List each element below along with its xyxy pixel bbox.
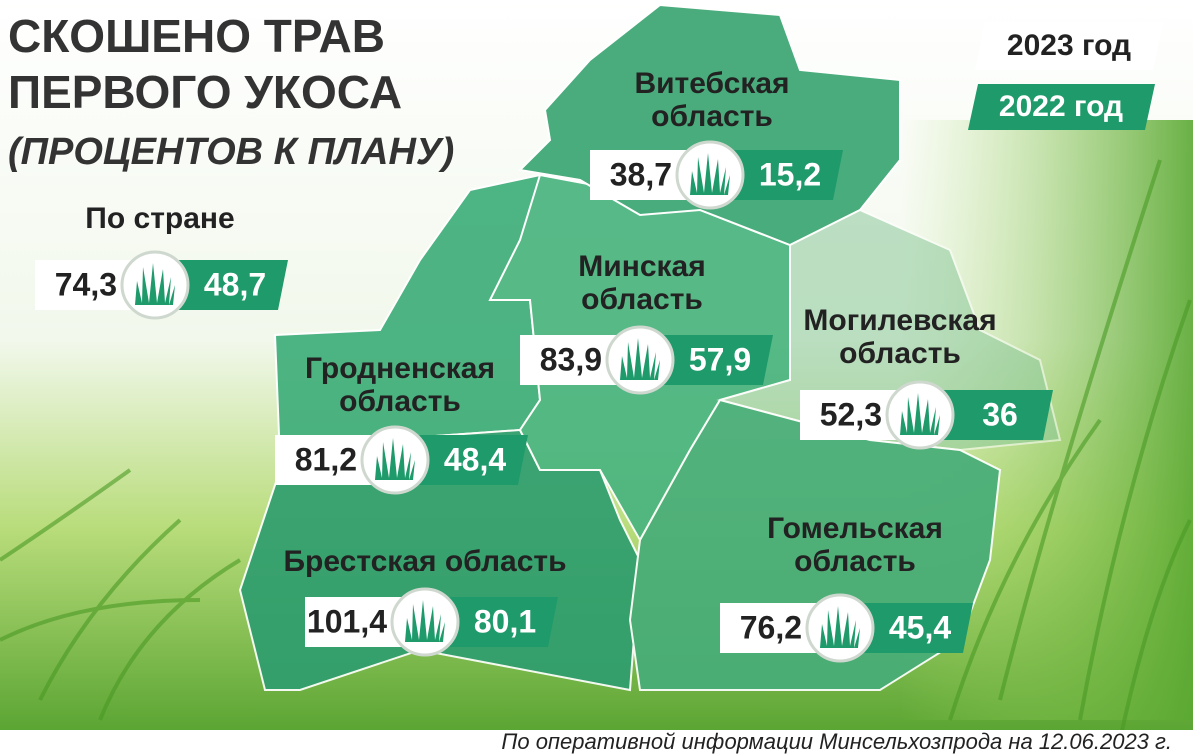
value-2023: 74,3 [55,266,117,302]
value-2022: 36 [982,396,1018,432]
source: По оперативной информации Минсельхозпрод… [501,729,1172,754]
value-2022-box [940,390,1053,440]
subtitle: (ПРОЦЕНТОВ К ПЛАНУ) [8,131,454,173]
region-name: По стране [85,202,234,235]
footer-strip [0,730,1193,756]
value-2023-box [305,597,405,647]
grass-icon [885,380,955,450]
legend-2022: 2022 год [999,90,1123,123]
value-2023: 52,3 [820,396,882,432]
legend-2023-box [975,22,1163,70]
value-2023: 81,2 [295,441,357,477]
region-name: область [339,385,461,418]
value-2022: 57,9 [689,341,751,377]
value-2023: 76,2 [740,609,802,645]
grass-icon [120,250,190,320]
value-2022-box [730,150,843,200]
value-2022-box [175,260,288,310]
grass-icon [360,425,430,495]
region-name: Витебская [634,67,789,100]
value-2022-box [860,603,973,653]
legend-2023: 2023 год [1007,29,1131,62]
value-2023-box [590,150,690,200]
region-name: Минская [578,250,705,283]
title-line: СКОШЕНО ТРАВ [8,10,385,62]
value-2023-box [520,335,620,385]
value-2023-box [275,435,375,485]
region-name: область [794,545,916,578]
grass-icon [390,587,460,657]
region-name: Могилевская [803,304,996,337]
value-2023-box [35,260,135,310]
region-name: область [581,283,703,316]
grass-icon [805,593,875,663]
value-2023: 83,9 [540,341,602,377]
value-2022: 48,7 [204,266,266,302]
value-2022-box [415,435,528,485]
region-name: Гомельская [767,512,943,545]
region-name: область [839,337,961,370]
value-2022: 15,2 [759,156,821,192]
value-2023-box [720,603,820,653]
grass-blades [0,159,1192,741]
grass-icon [675,140,745,210]
grass-icon [605,325,675,395]
legend-2022-box [968,84,1155,130]
region-name: область [651,100,773,133]
value-2022: 45,4 [889,609,951,645]
value-2022-box [660,335,773,385]
region-name: Гродненская [305,352,495,385]
title-line: ПЕРВОГО УКОСА [8,66,402,118]
value-2023: 38,7 [610,156,672,192]
value-2023: 101,4 [307,603,387,639]
value-2023-box [800,390,900,440]
region-name: Брестская область [283,545,566,578]
value-2022: 48,4 [444,441,506,477]
value-2022: 80,1 [474,603,536,639]
value-2022-box [445,597,558,647]
